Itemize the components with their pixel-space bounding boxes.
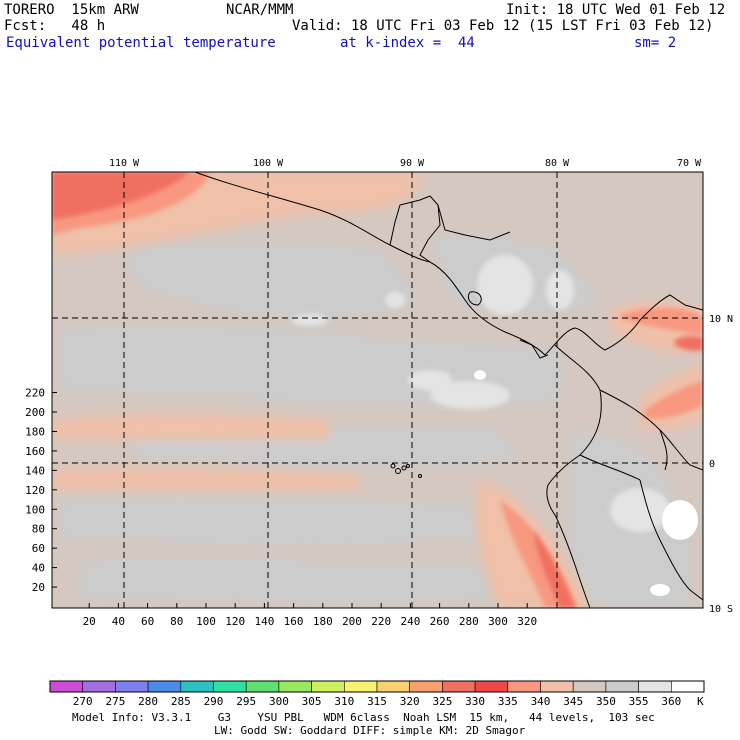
y-tick-label: 140 [25,464,45,477]
field-name: Equivalent potential temperature [6,35,276,51]
galapagos-islands [390,463,422,478]
colorbar-label: 330 [465,695,485,708]
latitude-label: 10 N [709,314,733,325]
colorbar-label: 310 [334,695,354,708]
y-tick-label: 180 [25,425,45,438]
plot-frame [51,171,704,609]
x-tick-label: 160 [284,615,304,628]
colorbar-label: 280 [138,695,158,708]
colorbar-swatch [638,680,672,693]
colorbar-swatch [572,680,607,693]
y-tick-label: 100 [25,503,45,516]
x-tick-label: 180 [313,615,333,628]
colorbar-swatch [605,680,639,693]
x-tick-label: 120 [225,615,245,628]
colorbar-label: 335 [498,695,518,708]
longitude-label: 90 W [400,158,425,169]
colorbar-label: 300 [269,695,289,708]
x-tick-label: 20 [83,615,96,628]
x-tick-label: 140 [254,615,274,628]
valid-time: Valid: 18 UTC Fri 03 Feb 12 (15 LST Fri … [292,18,714,34]
model-info-line: Model Info: V3.3.1 G3 YSU PBL WDM 6class… [72,711,655,724]
colorbar-swatch [409,680,443,693]
longitude-label: 70 W [677,158,702,169]
colorbar-swatch [278,680,312,693]
colorbar-swatch [540,680,574,693]
colorbar-label: 360 [661,695,681,708]
physics-info-line: LW: Godd SW: Goddard DIFF: simple KM: 2D… [214,724,526,737]
x-tick-label: 300 [488,615,508,628]
colorbar-swatch [670,680,705,693]
colorbar-label: 350 [596,695,616,708]
x-tick-label: 100 [196,615,216,628]
y-tick-label: 160 [25,445,45,458]
colorbar-label: 315 [367,695,387,708]
colorbar-label: 295 [236,695,256,708]
colorbar-label: 345 [563,695,583,708]
colorbar-label: 285 [171,695,191,708]
colorbar-swatch [245,680,280,693]
x-tick-label: 80 [170,615,183,628]
colorbar-label: 340 [531,695,551,708]
colorbar-swatch [180,680,214,693]
colorbar-swatch [343,680,378,693]
longitude-label: 100 W [253,158,284,169]
model-title: TORERO 15km ARW [4,2,139,18]
x-tick-label: 40 [112,615,125,628]
x-tick-label: 220 [371,615,391,628]
colorbar-label: 320 [400,695,420,708]
colorbar-swatch [147,680,182,693]
y-tick-label: 20 [32,581,45,594]
x-tick-label: 280 [459,615,479,628]
colorbar-swatch [82,680,116,693]
y-tick-label: 40 [32,562,45,575]
longitude-label: 110 W [109,158,140,169]
colorbar-label: 325 [432,695,452,708]
map-fill-layer [52,172,703,608]
organization-label: NCAR/MMM [226,2,294,18]
colorbar-swatch [442,680,476,693]
x-tick-label: 320 [517,615,537,628]
lat-lon-grid [52,172,703,608]
forecast-hour: Fcst: 48 h [4,18,106,34]
longitude-label: 80 W [545,158,570,169]
colorbar-unit: K [697,695,704,708]
smoothing-label: sm= 2 [634,35,677,51]
colorbar-label: 275 [105,695,125,708]
colorbar-label: 305 [302,695,322,708]
colorbar-label: 355 [629,695,649,708]
coastlines [194,172,703,608]
latitude-label: 10 S [709,604,733,615]
colorbar-swatch [376,680,411,693]
x-tick-label: 200 [342,615,362,628]
y-tick-label: 60 [32,542,45,555]
colorbar-swatch [213,680,247,693]
colorbar-swatch [49,680,84,693]
colorbar-label: 270 [73,695,93,708]
colorbar-swatch [474,680,509,693]
colorbar-swatch [311,680,345,693]
y-tick-label: 220 [25,387,45,400]
colorbar-swatch [507,680,541,693]
y-tick-label: 200 [25,406,45,419]
x-tick-label: 240 [400,615,420,628]
colorbar-swatch [115,680,149,693]
latitude-label: 0 [709,459,715,470]
init-time: Init: 18 UTC Wed 01 Feb 12 [506,2,726,18]
x-tick-label: 60 [141,615,154,628]
colorbar-label: 290 [204,695,224,708]
y-tick-label: 80 [32,523,45,536]
x-tick-label: 260 [430,615,450,628]
y-tick-label: 120 [25,484,45,497]
level-label: at k-index = 44 [340,35,475,51]
